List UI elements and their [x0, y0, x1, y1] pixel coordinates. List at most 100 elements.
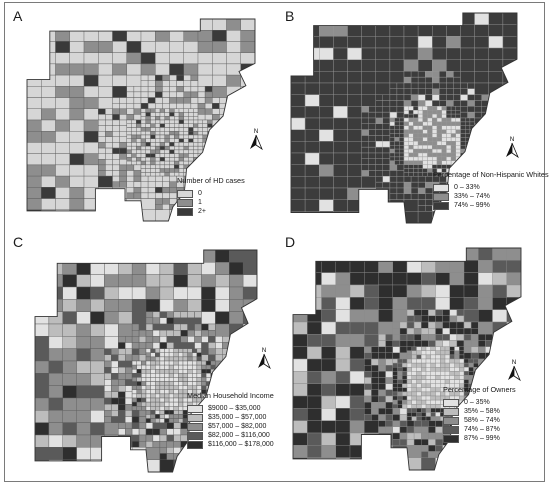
tract	[150, 119, 156, 124]
tract	[178, 145, 185, 151]
tract	[455, 133, 461, 138]
tract	[454, 379, 460, 384]
tract	[392, 371, 398, 376]
tract	[173, 262, 188, 275]
tract	[169, 91, 177, 98]
tract	[105, 164, 113, 171]
tract	[188, 157, 194, 162]
tract	[371, 352, 379, 360]
tract	[428, 321, 436, 329]
tract	[446, 88, 454, 95]
tract	[105, 130, 113, 137]
tract	[187, 352, 193, 358]
tract	[229, 274, 244, 288]
tract	[449, 327, 458, 335]
tract	[430, 375, 436, 380]
tract	[307, 248, 322, 261]
tract	[233, 147, 241, 154]
north-arrow-left	[258, 354, 264, 368]
legend-label: $116,000 – $178,000	[208, 441, 274, 448]
tract	[460, 47, 475, 60]
tract	[196, 356, 202, 362]
tract	[441, 117, 447, 123]
tract	[432, 36, 447, 49]
tract	[488, 146, 497, 154]
tract	[162, 91, 170, 98]
tract	[159, 317, 167, 325]
tract	[98, 142, 106, 149]
tract	[202, 127, 208, 132]
tract	[406, 399, 413, 405]
tract	[187, 368, 193, 374]
tract	[399, 152, 405, 158]
tract	[201, 348, 209, 356]
tract	[219, 119, 227, 126]
tract	[392, 297, 408, 310]
tract	[435, 315, 443, 323]
tract	[421, 412, 427, 417]
tract	[145, 356, 151, 362]
legend-item: 35% – 58%	[443, 407, 516, 416]
tract	[335, 371, 351, 384]
tract	[126, 209, 142, 221]
tract	[212, 97, 220, 104]
tract	[76, 336, 91, 349]
tract	[159, 108, 166, 113]
tract	[112, 74, 128, 87]
tract	[150, 414, 156, 419]
tract	[83, 108, 99, 121]
tract	[98, 125, 106, 132]
tract	[399, 129, 405, 134]
tract	[425, 387, 432, 393]
tract	[417, 36, 433, 49]
tract	[389, 117, 395, 123]
tract	[421, 379, 427, 384]
tract	[192, 373, 198, 378]
tract	[293, 445, 308, 458]
tract	[197, 102, 206, 109]
tract	[222, 373, 230, 380]
tract	[408, 121, 414, 127]
tract	[450, 144, 457, 150]
north-arrow-left	[250, 135, 256, 149]
tract	[394, 129, 400, 134]
tract	[424, 199, 433, 206]
tract	[226, 142, 234, 149]
tract	[446, 141, 452, 146]
tract	[118, 323, 133, 337]
tract	[126, 19, 142, 31]
tract	[492, 358, 500, 366]
tract	[48, 385, 64, 399]
tract	[169, 145, 175, 151]
tract	[150, 142, 156, 147]
tract	[119, 147, 127, 154]
tract	[454, 358, 460, 364]
tract	[35, 250, 50, 263]
tract	[413, 327, 422, 335]
tract	[118, 397, 126, 405]
tract	[408, 141, 414, 146]
tract	[98, 170, 106, 177]
tract	[392, 340, 401, 347]
tract	[396, 111, 405, 119]
tract	[375, 164, 384, 171]
tract	[425, 362, 432, 368]
tract	[435, 399, 441, 405]
tract	[188, 130, 194, 136]
tract	[118, 428, 126, 436]
tract	[364, 383, 372, 391]
tract	[176, 102, 184, 109]
tract	[449, 315, 458, 323]
tract	[169, 134, 175, 139]
tract	[440, 371, 446, 376]
tract	[347, 106, 362, 119]
tract	[441, 160, 447, 165]
tract	[136, 138, 142, 143]
tract	[474, 141, 482, 148]
tract	[205, 364, 211, 370]
tract	[399, 121, 405, 127]
tract	[76, 348, 91, 362]
tract	[432, 24, 447, 37]
tract	[495, 106, 504, 113]
tract	[119, 170, 127, 177]
